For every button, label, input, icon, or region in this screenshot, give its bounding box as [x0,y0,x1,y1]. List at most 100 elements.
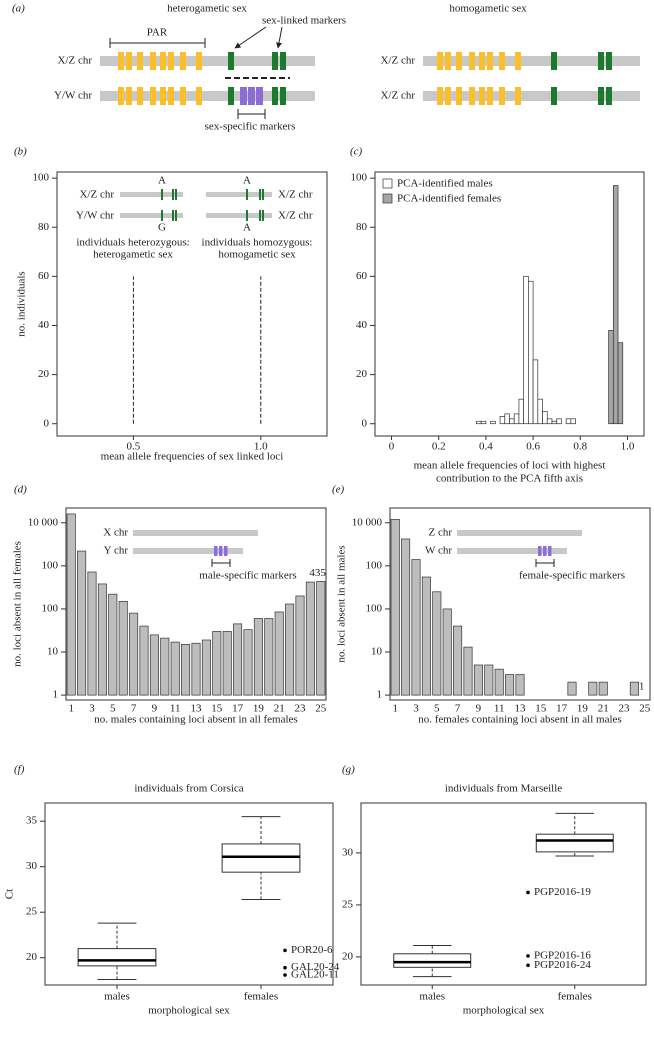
bar [149,634,159,696]
y-tick-label: 20 [356,368,368,380]
inset-marker [548,546,552,556]
block-yellow [469,52,475,70]
bar [191,642,201,696]
x-tick-label: 7 [455,703,461,715]
y-tick-label: 0 [44,417,50,429]
x-axis-label: no. males containing loci absent in all … [94,714,297,726]
y-tick-label: 1 [377,689,383,701]
x-tick-label: females [558,991,592,1003]
bar [473,664,483,696]
y-tick-label: 30 [26,860,38,872]
chart-title: individuals from Corsica [134,783,243,795]
x-tick-label: 21 [598,703,609,715]
x-axis-label: mean allele frequencies of loci with hig… [414,460,606,472]
x-axis-label: morphological sex [463,1005,545,1017]
x-tick-label: 1 [68,703,74,715]
block-yellow [160,52,166,70]
histogram-bar [537,398,543,425]
bar [567,681,577,696]
panel-label: (d) [14,484,27,496]
bar [432,591,442,696]
panel-label: (a) [12,3,25,15]
x-axis-label: no. females containing loci absent in al… [418,714,621,726]
histogram-bar [490,420,496,425]
inset-note: homogametic sex [218,249,296,261]
outlier-point [283,948,287,953]
chromosome [100,56,315,66]
bar [515,674,525,696]
x-tick-label: 0.8 [573,441,587,453]
block-yellow [469,87,475,105]
x-tick-label: 11 [170,703,181,715]
bar [108,593,118,696]
bar [212,631,222,696]
block-yellow [180,87,186,105]
specific-label: sex-specific markers [205,121,296,133]
y-tick-label: 40 [356,319,368,331]
block-yellow [456,52,462,70]
histogram-bar [617,342,624,425]
x-axis-label: morphological sex [148,1005,230,1017]
block-yellow [118,52,124,70]
inset-chromosome [120,213,183,218]
inset-chromosome [457,530,582,536]
inset-marker [172,189,174,200]
chromosome [423,91,640,101]
x-tick-label: 3 [89,703,95,715]
inset-chr-label: Y chr [104,545,129,557]
bar [274,611,284,696]
x-tick-label: 17 [232,703,244,715]
bar [505,674,515,696]
bar [421,576,431,696]
y-tick-label: 20 [26,951,38,963]
bar [316,581,326,696]
outlier-point [526,963,530,968]
inset-marker [262,189,264,200]
bar [66,513,76,696]
block-yellow [150,52,156,70]
histogram-bar [528,280,534,425]
bar [253,618,263,696]
chromosome [100,91,315,101]
y-tick-label: 40 [38,319,50,331]
histogram-bar [499,416,506,425]
y-tick-label: 100 [351,172,368,184]
outlier-point [526,890,530,895]
bar [118,600,128,696]
x-tick-label: 25 [315,703,327,715]
block-yellow [487,52,493,70]
bar [264,618,274,696]
x-tick-label: 15 [535,703,547,715]
bar [129,612,139,696]
bar [160,637,170,696]
inset-chromosome [133,530,258,536]
bar [598,681,608,696]
block-purple [240,87,247,105]
histogram-bar [509,418,515,425]
block-purple [256,87,263,105]
y-tick-label: 60 [38,270,50,282]
block-yellow [126,52,132,70]
bar [494,668,504,696]
block-yellow [196,87,202,105]
block-yellow [456,87,462,105]
arrow [276,26,283,49]
plot-frame [374,171,645,437]
panel-label: (c) [350,146,363,158]
inset-marker [259,210,261,221]
bar [401,538,411,696]
box [221,843,301,873]
plot-frame [360,802,647,986]
bar [97,583,107,696]
histogram-bar [513,413,520,425]
bar [453,625,463,696]
bar [243,629,253,696]
block-yellow [487,87,493,105]
x-tick-label: 19 [253,703,265,715]
x-axis-label: mean allele frequencies of sex linked lo… [101,451,284,463]
inset-note: heterogametic sex [93,249,173,261]
histogram-bar [551,420,558,425]
block-green [551,52,557,70]
